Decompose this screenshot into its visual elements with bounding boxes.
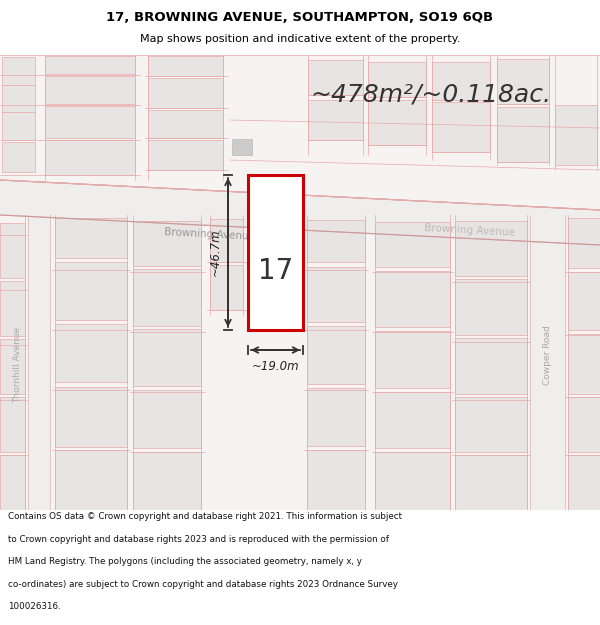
Bar [375,392,450,448]
Bar [2,142,35,172]
Bar [307,450,365,510]
Text: to Crown copyright and database rights 2023 and is reproduced with the permissio: to Crown copyright and database rights 2… [8,535,389,544]
Bar [307,220,365,262]
Bar [375,452,450,510]
Bar [375,331,450,388]
Bar [455,455,527,510]
Bar [308,100,363,140]
Bar [148,56,223,76]
Bar [133,329,201,386]
Bar [148,110,223,138]
Bar [307,326,365,384]
Bar [375,271,450,327]
Bar [497,107,549,162]
Bar [55,262,127,320]
Text: ~478m²/~0.118ac.: ~478m²/~0.118ac. [310,83,551,107]
Text: HM Land Registry. The polygons (including the associated geometry, namely x, y: HM Land Registry. The polygons (includin… [8,557,362,566]
Bar [133,390,201,448]
Bar [368,62,426,97]
Bar [45,56,135,74]
Text: Cowper Road: Cowper Road [542,325,551,385]
Bar [2,112,35,140]
Bar [148,78,223,108]
Bar [308,60,363,95]
Bar [2,85,35,112]
Text: ~19.0m: ~19.0m [251,360,299,373]
Bar [133,269,201,326]
Bar [0,455,25,510]
Bar [210,265,243,310]
Bar [568,397,600,452]
Bar [455,338,527,394]
Bar [432,62,490,100]
Bar [455,397,527,452]
Bar [133,221,201,266]
Text: ~46.7m: ~46.7m [209,229,222,276]
Bar [28,215,50,510]
Bar [148,140,223,170]
Bar [455,279,527,335]
Bar [248,175,303,330]
Bar [55,324,127,382]
Bar [55,387,127,447]
Bar [568,218,600,268]
Bar [232,139,252,155]
Bar [307,267,365,322]
Bar [368,100,426,145]
Bar [455,221,527,276]
Bar [375,222,450,267]
Text: Browning Avenue: Browning Avenue [424,222,515,238]
Bar [0,339,25,394]
Text: co-ordinates) are subject to Crown copyright and database rights 2023 Ordnance S: co-ordinates) are subject to Crown copyr… [8,579,398,589]
Text: 17: 17 [258,257,293,285]
Bar [568,272,600,330]
Bar [0,223,25,278]
Bar [2,57,35,85]
Text: Map shows position and indicative extent of the property.: Map shows position and indicative extent… [140,34,460,44]
Bar [45,76,135,104]
Bar [555,105,597,165]
Text: 17, BROWNING AVENUE, SOUTHAMPTON, SO19 6QB: 17, BROWNING AVENUE, SOUTHAMPTON, SO19 6… [106,11,494,24]
Bar [432,102,490,152]
Bar [530,215,565,510]
Polygon shape [0,180,600,245]
Bar [55,218,127,258]
Bar [45,140,135,175]
Bar [568,455,600,510]
Bar [307,388,365,446]
Bar [0,281,25,336]
Text: 100026316.: 100026316. [8,602,61,611]
Bar [497,59,549,104]
Text: Thornhill Avenue: Thornhill Avenue [13,327,23,403]
Text: Contains OS data © Crown copyright and database right 2021. This information is : Contains OS data © Crown copyright and d… [8,512,402,521]
Bar [55,450,127,510]
Bar [210,219,243,262]
Bar [45,106,135,138]
Bar [0,397,25,452]
Bar [133,452,201,510]
Bar [568,334,600,394]
Text: Browning Avenue: Browning Avenue [164,227,256,241]
